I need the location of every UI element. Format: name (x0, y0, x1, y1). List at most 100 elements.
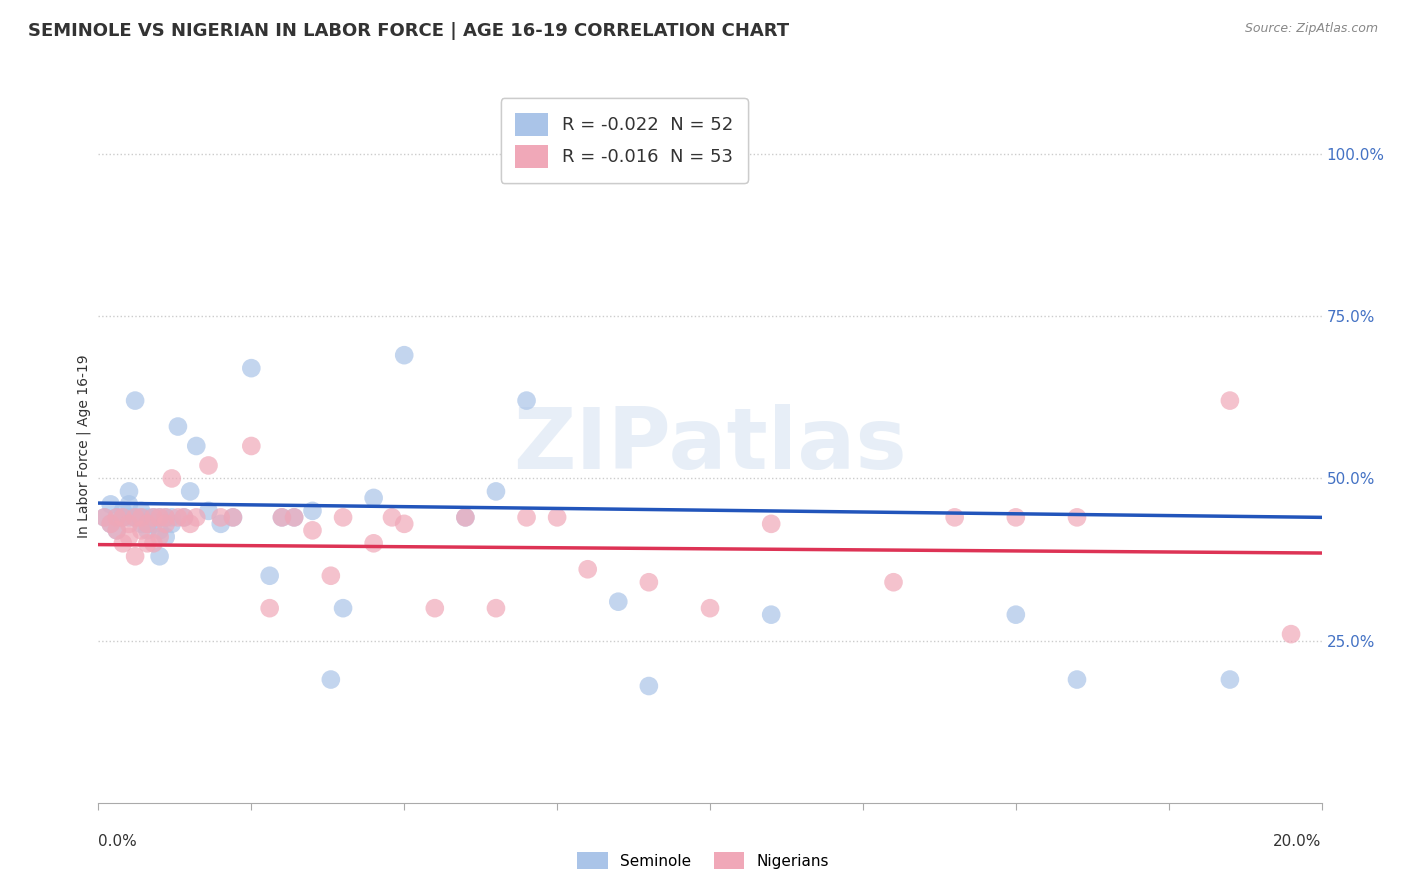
Point (136, 536, 159, 550)
Point (454, 510, 477, 524)
Point (129, 504, 152, 518)
Point (142, 510, 165, 524)
Point (319, 673, 342, 687)
Point (197, 458, 219, 473)
Point (155, 516, 177, 531)
Point (883, 575, 905, 590)
Point (149, 530, 172, 544)
Point (124, 549, 146, 564)
Point (186, 439, 208, 453)
Point (100, 497, 122, 511)
Point (332, 601, 354, 615)
Point (637, 679, 661, 693)
Point (319, 568, 342, 582)
Point (118, 510, 141, 524)
Point (392, 516, 416, 531)
Point (167, 419, 190, 434)
Point (485, 601, 508, 615)
Point (179, 516, 201, 531)
Point (118, 484, 141, 499)
Point (124, 510, 146, 524)
Point (259, 568, 281, 582)
Point (259, 601, 281, 615)
Point (301, 504, 323, 518)
Text: ZIPatlas: ZIPatlas (513, 404, 907, 488)
Point (179, 484, 201, 499)
Point (186, 510, 208, 524)
Point (93, 510, 115, 524)
Point (149, 510, 172, 524)
Point (142, 516, 165, 531)
Point (516, 510, 538, 524)
Point (546, 510, 568, 524)
Point (111, 510, 134, 524)
Point (136, 516, 159, 531)
Point (1219, 673, 1241, 687)
Point (155, 530, 177, 544)
Point (124, 393, 146, 408)
Point (759, 516, 782, 531)
Point (105, 510, 128, 524)
Point (118, 516, 141, 531)
Point (100, 516, 122, 531)
Point (167, 510, 190, 524)
Point (759, 607, 782, 622)
Point (392, 348, 416, 362)
Point (332, 510, 354, 524)
Point (454, 510, 477, 524)
Point (129, 510, 152, 524)
Point (129, 524, 152, 538)
Point (197, 504, 219, 518)
Point (149, 524, 172, 538)
Point (222, 510, 245, 524)
Point (301, 524, 323, 538)
Point (1004, 607, 1026, 622)
Point (142, 536, 165, 550)
Point (485, 484, 508, 499)
Text: 20.0%: 20.0% (1274, 834, 1322, 849)
Point (381, 510, 404, 524)
Point (1219, 393, 1241, 408)
Point (1066, 510, 1088, 524)
Point (111, 504, 134, 518)
Point (100, 516, 122, 531)
Point (363, 536, 385, 550)
Point (516, 393, 538, 408)
Point (270, 510, 292, 524)
Point (124, 510, 146, 524)
Point (1004, 510, 1026, 524)
Point (209, 516, 232, 531)
Point (699, 601, 721, 615)
Text: SEMINOLE VS NIGERIAN IN LABOR FORCE | AGE 16-19 CORRELATION CHART: SEMINOLE VS NIGERIAN IN LABOR FORCE | AG… (28, 22, 789, 40)
Point (270, 510, 292, 524)
Point (209, 510, 232, 524)
Point (1279, 627, 1302, 641)
Point (149, 510, 172, 524)
Point (943, 510, 966, 524)
Point (105, 524, 128, 538)
Point (136, 510, 159, 524)
Point (160, 471, 183, 485)
Point (173, 510, 195, 524)
Point (173, 510, 195, 524)
Text: 0.0%: 0.0% (98, 834, 138, 849)
Point (240, 361, 263, 376)
Point (363, 491, 385, 505)
Point (136, 524, 159, 538)
Point (111, 536, 134, 550)
Point (142, 510, 165, 524)
Y-axis label: In Labor Force | Age 16-19: In Labor Force | Age 16-19 (77, 354, 91, 538)
Text: Source: ZipAtlas.com: Source: ZipAtlas.com (1244, 22, 1378, 36)
Legend: R = -0.022  N = 52, R = -0.016  N = 53: R = -0.022 N = 52, R = -0.016 N = 53 (501, 98, 748, 183)
Legend: Seminole, Nigerians: Seminole, Nigerians (571, 846, 835, 875)
Point (423, 601, 446, 615)
Point (111, 510, 134, 524)
Point (160, 516, 183, 531)
Point (283, 510, 305, 524)
Point (105, 524, 128, 538)
Point (129, 510, 152, 524)
Point (149, 549, 172, 564)
Point (283, 510, 305, 524)
Point (637, 575, 661, 590)
Point (1066, 673, 1088, 687)
